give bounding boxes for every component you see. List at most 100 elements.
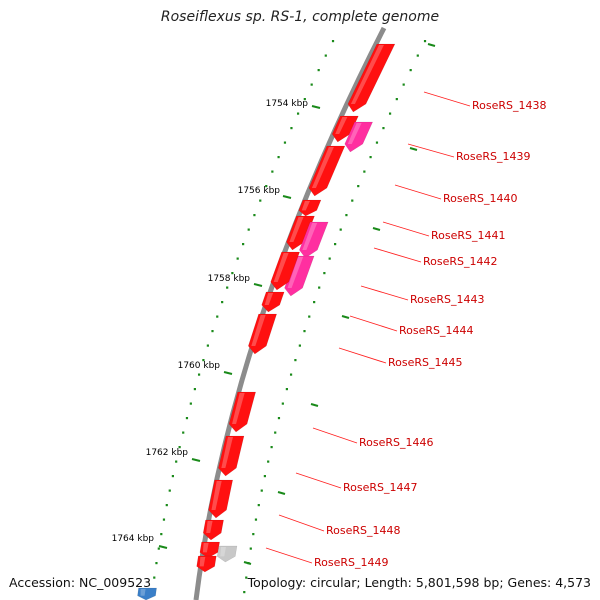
scale-tick: [155, 562, 158, 565]
scale-tick: [175, 460, 178, 463]
gene-arrow-highlight: [211, 481, 222, 510]
scale-tick: [277, 417, 281, 420]
scale-tick: [290, 127, 293, 130]
gene-arrow-highlight: [206, 521, 213, 533]
gene-arrow-highlight: [220, 547, 226, 557]
scale-tick: [242, 243, 245, 246]
gene-label[interactable]: RoseRS_1447: [343, 481, 418, 494]
scale-tick: [369, 156, 372, 159]
scale-label: 1760 kbp: [178, 361, 221, 371]
major-tick: [253, 283, 263, 287]
gene-label-leaders: [265, 91, 471, 564]
leader-line: [265, 547, 313, 564]
scale-tick: [339, 228, 342, 231]
scale-tick: [281, 402, 284, 405]
major-tick: [310, 403, 319, 407]
scale-tick: [197, 373, 201, 376]
genome-title: Roseiflexus sp. RS-1, complete genome: [160, 9, 440, 25]
gene-label[interactable]: RoseRS_1441: [431, 229, 506, 242]
scale-tick: [285, 388, 288, 391]
scale-tick: [298, 344, 301, 347]
scale-tick: [375, 141, 379, 144]
leader-line: [423, 91, 471, 107]
scale-tick: [283, 141, 287, 144]
gene-arrow: [218, 435, 245, 477]
major-tick: [409, 147, 418, 151]
gene-label[interactable]: RoseRS_1438: [472, 99, 547, 112]
gene-label[interactable]: RoseRS_1448: [326, 524, 401, 537]
scale-tick: [252, 533, 255, 536]
scale-tick: [226, 286, 229, 289]
gene-arrow: [208, 479, 233, 519]
gene-arrow-highlight: [221, 437, 233, 468]
scale-tick: [253, 214, 256, 217]
gene-features: [137, 43, 396, 600]
gene-arrow-highlight: [202, 543, 209, 553]
scale-tick: [254, 518, 258, 521]
scale-tick: [211, 330, 214, 333]
scale-tick: [231, 272, 234, 275]
scale-tick: [351, 199, 354, 202]
gene-arrow-highlight: [287, 257, 304, 288]
gene-arrow: [248, 313, 277, 355]
major-tick: [427, 43, 436, 47]
scale-tick: [274, 431, 277, 434]
gene-arrow-highlight: [264, 293, 274, 305]
major-tick: [372, 227, 381, 231]
gene-arrow-highlight: [199, 557, 206, 567]
scale-tick: [395, 98, 398, 101]
scale-tick: [162, 518, 166, 521]
major-tick: [243, 561, 252, 565]
topology-text: Topology: circular; Length: 5,801,598 bp…: [247, 575, 591, 590]
gene-arrow-highlight: [273, 253, 289, 282]
major-tick: [341, 315, 350, 319]
scale-tick: [271, 170, 274, 173]
gene-label[interactable]: RoseRS_1440: [443, 192, 518, 205]
leader-line: [312, 427, 358, 444]
gene-label[interactable]: RoseRS_1439: [456, 150, 531, 163]
gene-arrow: [286, 215, 315, 251]
scale-tick: [334, 243, 337, 246]
gene-label[interactable]: RoseRS_1442: [423, 255, 498, 268]
gene-arrow: [199, 541, 220, 559]
gene-arrow: [270, 251, 300, 291]
gene-label[interactable]: RoseRS_1444: [399, 324, 474, 337]
scale-tick: [324, 54, 327, 57]
scale-tick: [247, 228, 250, 231]
leader-line: [373, 247, 422, 263]
gene-arrow: [331, 115, 359, 143]
major-tick: [191, 458, 201, 462]
leader-line: [394, 184, 442, 200]
scale-tick: [259, 199, 262, 202]
gene-label[interactable]: RoseRS_1443: [410, 293, 485, 306]
scale-label: 1754 kbp: [266, 99, 309, 109]
scale-tick: [416, 54, 419, 57]
scale-tick: [328, 257, 331, 260]
scale-tick: [245, 576, 248, 579]
gene-label[interactable]: RoseRS_1449: [314, 556, 389, 569]
gene-arrow: [228, 391, 256, 433]
scale-tick: [257, 504, 260, 507]
leader-line: [278, 514, 325, 532]
scale-tick: [323, 272, 326, 275]
scale-tick: [345, 214, 348, 217]
scale-tick: [310, 83, 313, 86]
gene-label[interactable]: RoseRS_1446: [359, 436, 434, 449]
gene-arrow-highlight: [140, 589, 146, 596]
leader-line: [338, 347, 387, 364]
scale-tick: [182, 431, 185, 434]
gene-arrow: [344, 121, 374, 153]
gene-label[interactable]: RoseRS_1445: [388, 356, 463, 369]
gene-arrow: [308, 145, 346, 197]
scale-tick: [157, 547, 160, 550]
gene-arrow-highlight: [232, 393, 245, 424]
scale-tick: [178, 446, 181, 449]
scale-tick: [160, 533, 163, 536]
scale-tick: [260, 489, 263, 492]
scale-tick: [409, 69, 412, 72]
scale-tick: [249, 547, 252, 550]
gene-arrow: [202, 519, 224, 541]
scale-label: 1762 kbp: [146, 448, 189, 458]
major-tick: [282, 195, 292, 199]
